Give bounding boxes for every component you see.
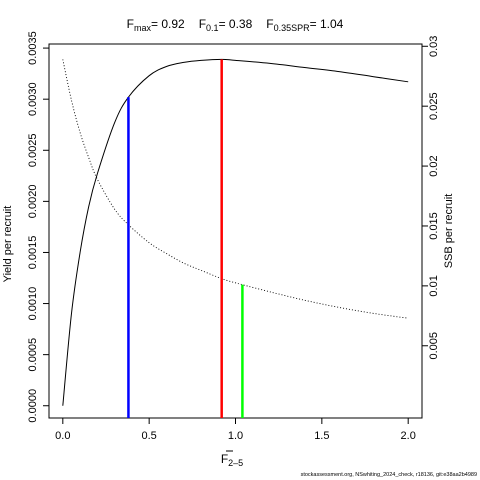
fmax-value: = 0.92 xyxy=(151,17,185,31)
y-axis-right-label: SSB per recruit xyxy=(443,194,455,269)
y-right-tick-label-2: 0.015 xyxy=(428,212,440,240)
y-left-tick-label-2: 0.0010 xyxy=(27,287,39,321)
x-tick-label-3: 1.5 xyxy=(314,430,329,442)
x-axis-label: F2–5 xyxy=(221,452,243,468)
f01-subscript: 0.1 xyxy=(206,23,219,33)
y-left-tick-label-5: 0.0025 xyxy=(27,133,39,167)
y-left-tick-label-4: 0.0020 xyxy=(27,185,39,219)
x-axis-label-main: F xyxy=(221,452,228,466)
series-layer xyxy=(62,58,409,406)
y-axis-left: 0.0000 0.0005 0.0010 0.0015 0.0020 0.0025 0.00… xyxy=(27,31,49,423)
footnote: stockassessment.org, NSwhiting_2024_chec… xyxy=(301,472,477,478)
fmax-label: F xyxy=(127,17,134,31)
y-left-tick-label-7: 0.0035 xyxy=(27,31,39,65)
fspr-value: = 1.04 xyxy=(310,17,344,31)
y-axis-left-label: Yield per recruit xyxy=(2,206,14,283)
y-left-tick-label-3: 0.0015 xyxy=(27,236,39,270)
y-axis-right: 0.005 0.01 0.015 0.02 0.025 0.03 xyxy=(422,36,440,360)
f01-value: = 0.38 xyxy=(219,17,253,31)
x-tick-label-4: 2.0 xyxy=(401,430,416,442)
y-left-tick-label-6: 0.0030 xyxy=(27,82,39,116)
fspr-label: F xyxy=(266,17,273,31)
y-left-tick-label-0: 0.0000 xyxy=(27,389,39,423)
fspr-subscript: 0.35SPR xyxy=(274,23,311,33)
y-right-tick-label-3: 0.02 xyxy=(428,155,440,176)
y-right-tick-label-0: 0.005 xyxy=(428,332,440,360)
x-axis: 0.0 0.5 1.0 1.5 2.0 xyxy=(55,418,416,442)
y-right-tick-label-4: 0.025 xyxy=(428,92,440,120)
chart-title: Fmax= 0.92 F0.1= 0.38 F0.35SPR= 1.04 xyxy=(127,17,344,33)
x-tick-label-1: 0.5 xyxy=(142,430,157,442)
yield-per-recruit-line xyxy=(62,58,409,406)
f01-label: F xyxy=(199,17,206,31)
y-right-tick-label-1: 0.01 xyxy=(428,275,440,296)
x-tick-label-2: 1.0 xyxy=(228,430,243,442)
y-left-tick-label-1: 0.0005 xyxy=(27,338,39,372)
x-tick-label-0: 0.0 xyxy=(55,430,70,442)
x-axis-label-sub: 2–5 xyxy=(228,458,243,468)
reference-lines xyxy=(127,59,244,418)
y-right-tick-label-5: 0.03 xyxy=(428,36,440,57)
fmax-subscript: max xyxy=(134,23,152,33)
